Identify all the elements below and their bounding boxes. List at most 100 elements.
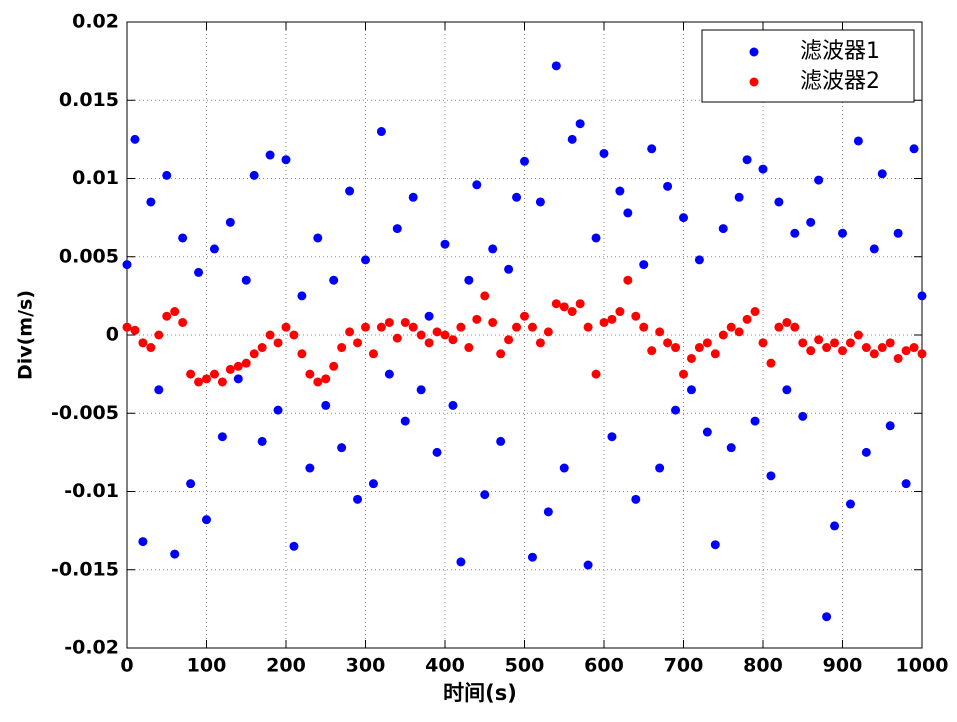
scatter-point [448, 335, 458, 345]
scatter-point [209, 244, 219, 254]
x-tick-label: 600 [584, 655, 624, 677]
scatter-point [591, 233, 601, 243]
scatter-point [400, 416, 410, 426]
scatter-point [416, 330, 426, 340]
scatter-point [830, 521, 840, 531]
scatter-point [734, 192, 744, 202]
scatter-point [591, 369, 601, 379]
scatter-point [432, 447, 442, 457]
scatter-point [392, 224, 402, 234]
scatter-point [575, 299, 585, 309]
scatter-point [655, 327, 665, 337]
scatter-point [464, 275, 474, 285]
x-axis-label: 时间(s) [443, 681, 517, 705]
scatter-point [488, 317, 498, 327]
scatter-point [766, 358, 776, 368]
plot-frame [126, 21, 923, 649]
scatter-point [583, 322, 593, 332]
legend-marker [749, 47, 759, 57]
scatter-point [202, 374, 211, 384]
scatter-point [861, 447, 871, 457]
scatter-point [384, 317, 394, 327]
scatter-point [718, 330, 728, 340]
scatter-point [241, 275, 251, 285]
scatter-point [893, 228, 903, 238]
scatter-point [512, 322, 522, 332]
scatter-point [583, 560, 593, 570]
scatter-point [750, 416, 760, 426]
scatter-point [448, 400, 458, 410]
scatter-point [138, 537, 148, 547]
scatter-point [146, 197, 156, 207]
scatter-point [313, 233, 323, 243]
x-tick-label: 1000 [896, 655, 949, 677]
scatter-point [249, 349, 259, 359]
scatter-point [496, 349, 506, 359]
scatter-point [329, 361, 339, 371]
scatter-point [273, 405, 283, 415]
scatter-point [424, 338, 434, 348]
scatter-point [440, 239, 450, 249]
scatter-point [917, 349, 927, 359]
scatter-point [774, 322, 784, 332]
scatter-point [217, 432, 227, 442]
y-tick-label: -0.005 [51, 402, 119, 424]
scatter-point [209, 369, 219, 379]
scatter-point [694, 255, 704, 265]
scatter-point [361, 255, 370, 265]
scatter-point [162, 170, 172, 180]
scatter-point [663, 338, 673, 348]
y-tick-label: 0.01 [72, 167, 119, 189]
legend-label: 滤波器2 [800, 69, 880, 94]
scatter-point [679, 213, 688, 223]
x-tick-label: 100 [187, 655, 227, 677]
scatter-point [233, 374, 243, 384]
legend-marker [749, 77, 759, 87]
scatter-point [424, 311, 434, 321]
scatter-point [416, 385, 426, 395]
scatter-point [758, 338, 768, 348]
scatter-point [265, 150, 275, 160]
scatter-point [337, 343, 347, 353]
scatter-point [639, 260, 649, 270]
scatter-point [671, 405, 681, 415]
scatter-point [368, 349, 378, 359]
scatter-point [297, 291, 307, 301]
scatter-point [845, 338, 855, 348]
scatter-point [368, 479, 378, 489]
scatter-point [376, 322, 386, 332]
scatter-point [742, 155, 752, 165]
scatter-point [726, 443, 736, 453]
scatter-point [535, 338, 545, 348]
scatter-point [551, 61, 561, 71]
scatter-point [607, 314, 617, 324]
scatter-point [901, 346, 911, 356]
scatter-point [520, 311, 529, 321]
scatter-point [806, 346, 816, 356]
scatter-point [527, 322, 537, 332]
scatter-point [225, 217, 235, 227]
scatter-point [655, 463, 665, 473]
scatter-point [838, 228, 847, 238]
scatter-point [814, 175, 824, 185]
y-tick-label: 0.02 [72, 11, 119, 33]
scatter-point [686, 353, 696, 363]
y-axis-label: Div(m/s) [15, 290, 37, 380]
scatter-point [456, 557, 466, 567]
scatter-point [345, 186, 355, 196]
scatter-point [599, 317, 609, 327]
scatter-point [766, 471, 776, 481]
scatter-point [186, 369, 196, 379]
scatter-point [233, 361, 243, 371]
scatter-point [543, 327, 553, 337]
x-tick-label: 200 [266, 655, 306, 677]
scatter-point [496, 436, 506, 446]
scatter-point [138, 338, 148, 348]
scatter-point [750, 307, 760, 317]
scatter-point [917, 291, 927, 301]
scatter-point [488, 244, 498, 254]
scatter-point [710, 540, 720, 550]
scatter-point [329, 275, 339, 285]
scatter-point [790, 228, 800, 238]
scatter-point [178, 317, 188, 327]
